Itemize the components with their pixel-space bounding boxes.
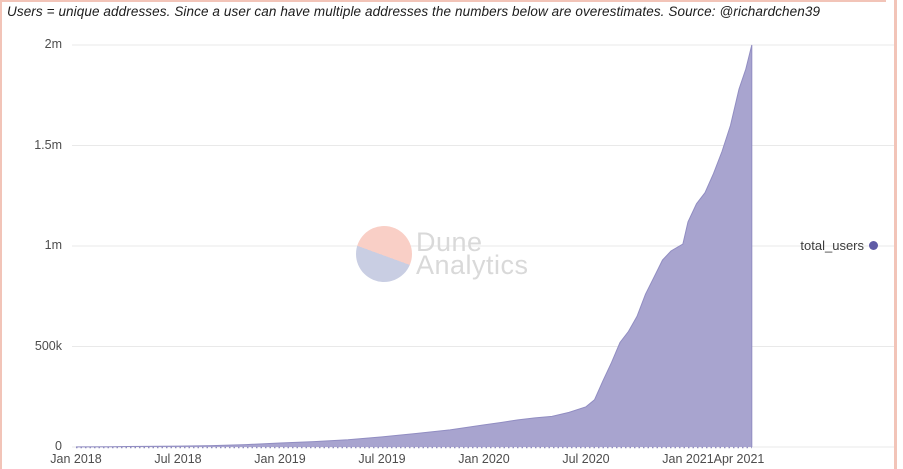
x-tick-Jan-2020: Jan 2020	[458, 452, 510, 466]
y-tick-2m: 2m	[44, 37, 62, 51]
window-border-left	[0, 0, 2, 469]
x-tick-Jan-2018: Jan 2018	[50, 452, 102, 466]
x-tick-Jan-2021: Jan 2021	[662, 452, 714, 466]
y-tick-1.5m: 1.5m	[34, 137, 62, 152]
total-users-line	[75, 44, 753, 448]
y-tick-0: 0	[55, 439, 62, 453]
window-border-right	[894, 0, 897, 469]
y-tick-1m: 1m	[44, 238, 62, 252]
x-tick-Jan-2019: Jan 2019	[254, 452, 306, 466]
x-tick-Apr-2021: Apr 2021	[713, 452, 765, 466]
series-dot-icon	[869, 241, 878, 250]
chart-title: Users = unique addresses. Since a user c…	[7, 4, 821, 19]
legend-total-users[interactable]: total_users	[800, 238, 878, 253]
legend-label: total_users	[800, 238, 864, 253]
total-users-area[interactable]	[76, 45, 752, 447]
x-tick-Jul-2020: Jul 2020	[562, 452, 610, 466]
window-border-top	[0, 0, 886, 2]
y-tick-500k: 500k	[34, 338, 62, 353]
x-tick-Jul-2019: Jul 2019	[358, 452, 406, 466]
x-tick-Jul-2018: Jul 2018	[154, 452, 202, 466]
